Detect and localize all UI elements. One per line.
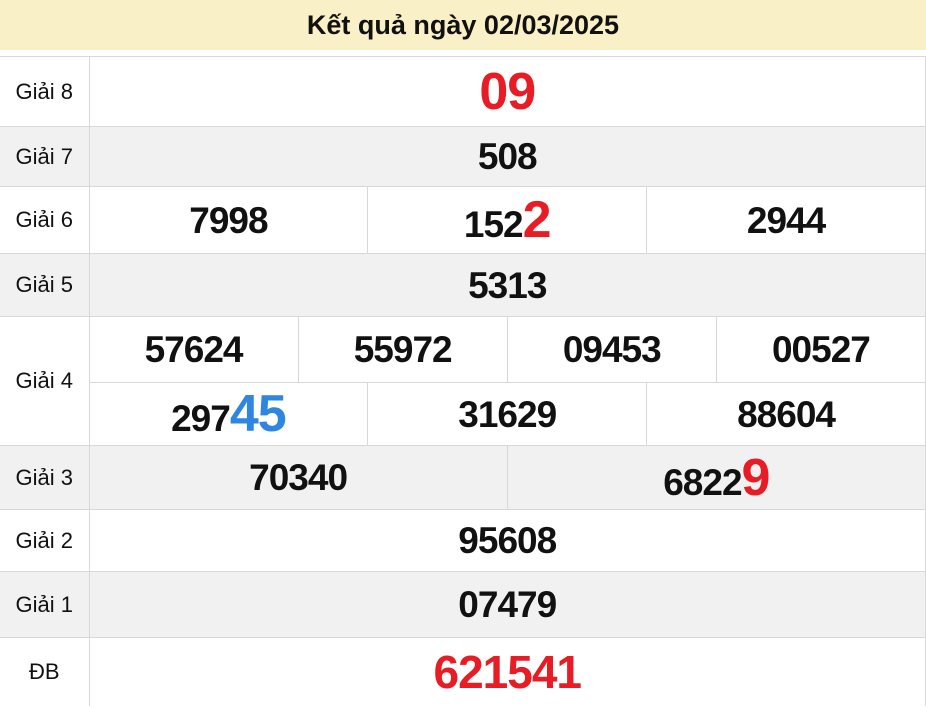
row-prize-7: Giải 7 508 xyxy=(0,126,926,187)
results-header-bar: Kết quả ngày 02/03/2025 xyxy=(0,0,926,50)
prize-cell: 55972 xyxy=(297,316,508,383)
row-prize-db: ĐB 621541 xyxy=(0,637,926,706)
row-prize-3: Giải 3 70340 68229 xyxy=(0,445,926,510)
highlighted-digits: 2 xyxy=(522,191,552,249)
row-prize-5: Giải 5 5313 xyxy=(0,253,926,317)
prize-label-prize-6: Giải 6 xyxy=(0,186,90,254)
results-table: Giải 8 09 Giải 7 508 Giải 6 7998 1522 2944 Giải … xyxy=(0,56,926,706)
prize-label-prize-1: Giải 1 xyxy=(0,571,90,638)
prize-label-prize-2: Giải 2 xyxy=(0,509,90,572)
row-prize-8: Giải 8 09 xyxy=(0,56,926,127)
prize-cell: 1522 xyxy=(367,186,647,254)
prize-cell: 621541 xyxy=(88,637,926,706)
number-digits: 95608 xyxy=(458,520,557,561)
number-digits: 6822 xyxy=(663,461,742,503)
prize-label-prize-8: Giải 8 xyxy=(0,56,90,127)
number-digits: 70340 xyxy=(249,457,348,498)
number-digits: 88604 xyxy=(737,393,836,435)
number-digits: 31629 xyxy=(458,393,557,435)
number-digits: 55972 xyxy=(353,329,453,370)
prize-label-prize-7: Giải 7 xyxy=(0,126,90,187)
prize-cell: 70340 xyxy=(88,445,508,510)
prize-label-prize-db: ĐB xyxy=(0,637,90,706)
results-title: Kết quả ngày 02/03/2025 xyxy=(306,9,620,40)
row-prize-6: Giải 6 7998 1522 2944 xyxy=(0,186,926,254)
row-prize-4-line2: 29745 31629 88604 xyxy=(0,382,926,446)
highlighted-digits: 621541 xyxy=(433,645,582,698)
prize-cell: 07479 xyxy=(88,571,926,638)
prize-cell: 88604 xyxy=(646,382,926,446)
row-prize-1: Giải 1 07479 xyxy=(0,571,926,638)
number-digits: 57624 xyxy=(144,329,244,370)
highlighted-digits: 45 xyxy=(229,385,287,443)
prize-label-prize-5: Giải 5 xyxy=(0,253,90,317)
number-digits: 00527 xyxy=(771,329,871,370)
number-digits: 2944 xyxy=(746,199,826,241)
prize-cell: 09 xyxy=(88,56,926,127)
prize-cell: 508 xyxy=(88,126,926,187)
prize-cell: 09453 xyxy=(506,316,717,383)
prize-cell: 29745 xyxy=(88,382,368,446)
prize-cell: 68229 xyxy=(506,445,926,510)
prize-cell: 00527 xyxy=(715,316,926,383)
results-table-body: Giải 8 09 Giải 7 508 Giải 6 7998 1522 2944 Giải … xyxy=(0,56,926,706)
prize-cell: 57624 xyxy=(88,316,299,383)
prize-cell: 2944 xyxy=(646,186,926,254)
number-digits: 297 xyxy=(171,398,231,439)
highlighted-digits: 9 xyxy=(741,448,771,507)
number-digits: 7998 xyxy=(189,199,268,241)
prize-cell: 5313 xyxy=(88,253,926,317)
highlighted-digits: 09 xyxy=(479,62,536,121)
prize-cell: 7998 xyxy=(88,186,368,254)
number-digits: 5313 xyxy=(468,264,547,306)
number-digits: 508 xyxy=(477,136,538,177)
number-digits: 152 xyxy=(463,204,524,245)
number-digits: 09453 xyxy=(562,329,662,370)
row-prize-4-line1: Giải 4 57624 55972 09453 00527 xyxy=(0,316,926,446)
prize-cell: 31629 xyxy=(367,382,647,446)
prize-cell: 95608 xyxy=(88,509,926,572)
prize-label-prize-3: Giải 3 xyxy=(0,445,90,510)
prize-label-prize-4: Giải 4 xyxy=(0,316,90,446)
row-prize-2: Giải 2 95608 xyxy=(0,509,926,572)
number-digits: 07479 xyxy=(458,584,557,625)
